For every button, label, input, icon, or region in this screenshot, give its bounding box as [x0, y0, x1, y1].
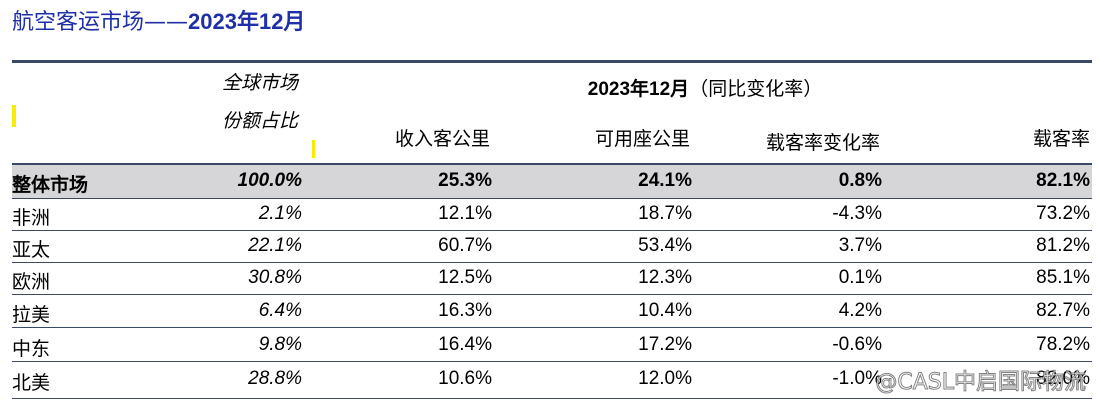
row-share: 100.0% [237, 170, 302, 191]
row-name: 中东 [12, 338, 51, 360]
yellow-highlight-mark [312, 140, 315, 158]
table-row: 欧洲 30.8% 12.5% 12.3% 0.1% 85.1% [12, 263, 1092, 295]
row-rpk: 10.6% [438, 368, 492, 389]
row-plf: 85.1% [1036, 267, 1090, 288]
row-plf: 82.0% [1036, 368, 1090, 389]
header-period: 2023年12月（同比变化率） [318, 74, 1092, 101]
row-ask: 18.7% [638, 203, 692, 224]
row-plf-change: -1.0% [832, 368, 882, 389]
row-plf: 73.2% [1036, 203, 1090, 224]
table-row: 中东 9.8% 16.4% 17.2% -0.6% 78.2% [12, 330, 1092, 362]
row-ask: 12.3% [638, 267, 692, 288]
title-period: 2023年12月 [188, 9, 306, 34]
header-period-date: 2023年12月 [587, 79, 690, 100]
row-ask: 17.2% [638, 334, 692, 355]
page-title: 航空客运市场——2023年12月 [12, 4, 305, 36]
row-ask: 24.1% [638, 170, 692, 191]
table-top-rule [12, 60, 1092, 63]
row-ask: 12.0% [638, 368, 692, 389]
table-row: 拉美 6.4% 16.3% 10.4% 4.2% 82.7% [12, 296, 1092, 328]
row-share: 28.8% [248, 368, 302, 389]
table-bottom-rule [12, 398, 1092, 399]
row-ask: 53.4% [638, 235, 692, 256]
row-plf-change: -4.3% [832, 203, 882, 224]
row-plf-change: -0.6% [832, 334, 882, 355]
row-plf-change: 0.8% [838, 170, 882, 191]
row-rpk: 12.5% [438, 267, 492, 288]
row-name: 拉美 [12, 304, 51, 326]
row-name: 非洲 [12, 207, 51, 229]
row-plf: 78.2% [1036, 334, 1090, 355]
table-row: 亚太 22.1% 60.7% 53.4% 3.7% 81.2% [12, 231, 1092, 263]
header-ask: 可用座公里 [594, 128, 690, 150]
row-share: 6.4% [258, 300, 302, 321]
row-name: 北美 [12, 372, 51, 394]
row-ask: 10.4% [638, 300, 692, 321]
row-rpk: 16.4% [438, 334, 492, 355]
row-share: 30.8% [248, 267, 302, 288]
row-plf-change: 0.1% [838, 267, 882, 288]
watermark: @CASL中启国际物流 [875, 370, 1087, 396]
row-share: 9.8% [258, 334, 302, 355]
title-prefix: 航空客运市场—— [12, 10, 189, 35]
row-plf: 81.2% [1036, 235, 1090, 256]
header-bottom-rule [12, 163, 1092, 165]
row-rpk: 12.1% [438, 203, 492, 224]
header-rpk: 收入客公里 [394, 128, 490, 150]
row-rpk: 60.7% [438, 235, 492, 256]
row-plf-change: 4.2% [838, 300, 882, 321]
row-name: 亚太 [12, 239, 51, 261]
row-plf-change: 3.7% [838, 235, 882, 256]
row-plf: 82.7% [1036, 300, 1090, 321]
row-name: 欧洲 [12, 271, 51, 293]
header-plf-change: 载客率变化率 [765, 132, 880, 154]
yellow-highlight-mark [12, 105, 16, 127]
row-share: 2.1% [258, 203, 302, 224]
table-row: 非洲 2.1% 12.1% 18.7% -4.3% 73.2% [12, 199, 1092, 231]
header-share-line1: 全球市场 [221, 72, 298, 94]
header-plf: 载客率 [1032, 128, 1090, 150]
row-plf: 82.1% [1036, 170, 1090, 191]
table-row: 北美 28.8% 10.6% 12.0% -1.0% 82.0% [12, 364, 1092, 396]
row-name: 整体市场 [12, 174, 89, 196]
header-share-line2: 份额占比 [221, 110, 298, 132]
row-rpk: 16.3% [438, 300, 492, 321]
header-period-note: （同比变化率） [689, 78, 823, 100]
row-rpk: 25.3% [438, 170, 492, 191]
row-share: 22.1% [248, 235, 302, 256]
table-row-total: 整体市场 100.0% 25.3% 24.1% 0.8% 82.1% [12, 165, 1092, 199]
